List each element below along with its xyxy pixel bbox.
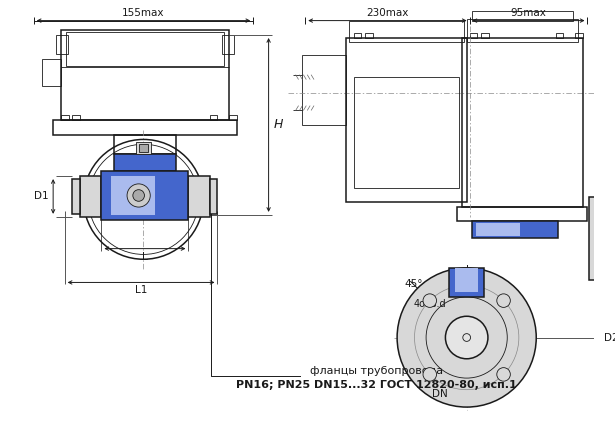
Bar <box>210 115 217 120</box>
Text: 95max: 95max <box>510 8 547 18</box>
Bar <box>477 222 520 236</box>
Circle shape <box>445 316 488 359</box>
Circle shape <box>397 268 536 407</box>
Bar <box>222 35 234 54</box>
Circle shape <box>133 190 145 201</box>
Text: PN16; PN25 DN15...32 ГОСТ 12820-80, исп.1: PN16; PN25 DN15...32 ГОСТ 12820-80, исп.… <box>236 380 517 390</box>
Bar <box>111 176 154 215</box>
Bar <box>101 171 188 220</box>
Text: L1: L1 <box>135 286 147 295</box>
Bar <box>481 33 489 38</box>
Bar <box>78 191 80 202</box>
Bar <box>457 207 587 221</box>
Bar <box>346 38 467 202</box>
Circle shape <box>127 184 150 207</box>
Bar <box>80 176 101 217</box>
Bar <box>470 33 477 38</box>
Bar <box>354 33 362 38</box>
Text: H: H <box>274 118 283 131</box>
Circle shape <box>423 368 437 381</box>
Bar <box>61 115 69 120</box>
Bar <box>365 33 373 38</box>
Bar <box>114 135 176 154</box>
Bar <box>210 179 217 214</box>
Bar <box>467 19 577 42</box>
Bar <box>114 154 176 171</box>
Bar <box>450 268 484 297</box>
Bar <box>138 144 148 152</box>
Bar <box>555 33 563 38</box>
Text: D1: D1 <box>34 191 49 202</box>
Circle shape <box>497 294 510 307</box>
Text: 230max: 230max <box>367 8 408 18</box>
Bar <box>589 198 601 279</box>
Bar <box>472 11 573 21</box>
Bar <box>575 33 582 38</box>
Text: DN: DN <box>432 389 448 399</box>
Circle shape <box>423 294 437 307</box>
Bar <box>42 59 61 86</box>
Bar <box>53 120 237 135</box>
Bar <box>73 115 80 120</box>
Circle shape <box>497 368 510 381</box>
Bar <box>188 176 210 217</box>
Bar <box>303 55 346 125</box>
Bar <box>56 35 68 54</box>
Text: L: L <box>142 251 148 262</box>
Text: фланцы трубопровода: фланцы трубопровода <box>310 366 443 376</box>
Bar <box>61 30 229 120</box>
Bar <box>455 268 478 292</box>
Bar <box>472 221 558 238</box>
Text: 45°: 45° <box>404 279 423 290</box>
Bar <box>349 21 464 42</box>
Text: 4отв.d: 4отв.d <box>414 299 446 309</box>
Bar <box>229 115 237 120</box>
Text: 155max: 155max <box>122 8 165 18</box>
Bar <box>354 76 459 188</box>
Bar <box>136 142 151 154</box>
Bar <box>462 38 582 207</box>
Text: D2: D2 <box>604 332 615 343</box>
Bar <box>73 179 80 214</box>
Bar <box>66 32 224 66</box>
